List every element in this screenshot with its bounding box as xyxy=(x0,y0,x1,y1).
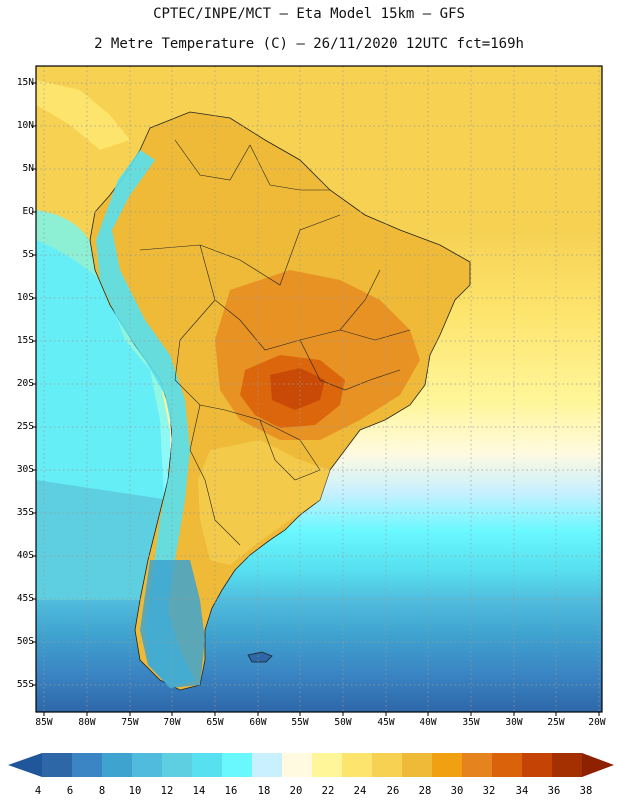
legend-label: 22 xyxy=(321,785,335,797)
lat-label: 45S xyxy=(16,593,34,604)
legend-swatch xyxy=(372,753,403,777)
legend-high-arrow xyxy=(582,753,614,777)
legend-swatches xyxy=(42,753,583,777)
lat-label: 5S xyxy=(22,249,34,260)
legend-label: 8 xyxy=(98,785,106,797)
legend-swatch xyxy=(342,753,373,777)
lat-label: 40S xyxy=(16,550,34,561)
lon-label: 60W xyxy=(249,717,267,728)
lat-label: EQ xyxy=(22,206,34,217)
lat-label: 30S xyxy=(16,464,34,475)
lat-label: 50S xyxy=(16,636,34,647)
map-title: CPTEC/INPE/MCT – Eta Model 15km – GFS xyxy=(153,6,465,22)
temperature-map xyxy=(32,65,603,716)
lon-label: 40W xyxy=(419,717,437,728)
legend-swatch xyxy=(432,753,463,777)
legend-label: 18 xyxy=(257,785,271,797)
lat-label: 10S xyxy=(16,292,34,303)
central-america-land xyxy=(36,80,130,150)
legend-low-arrow xyxy=(8,753,42,777)
lat-label: 5N xyxy=(22,163,34,174)
legend-swatch xyxy=(552,753,583,777)
lon-label: 75W xyxy=(121,717,139,728)
legend-swatch xyxy=(492,753,523,777)
axis-ticks xyxy=(32,82,600,716)
legend-swatch xyxy=(252,753,283,777)
falkland-islands xyxy=(247,651,273,663)
legend-swatch xyxy=(192,753,223,777)
legend-label: 26 xyxy=(386,785,400,797)
pacific-coastal-band xyxy=(36,210,170,500)
lon-label: 55W xyxy=(291,717,309,728)
lon-label: 85W xyxy=(35,717,53,728)
lon-label: 25W xyxy=(547,717,565,728)
legend-label: 12 xyxy=(160,785,174,797)
lon-label: 50W xyxy=(334,717,352,728)
legend-swatch xyxy=(42,753,73,777)
legend-swatch xyxy=(312,753,343,777)
legend-swatch xyxy=(162,753,193,777)
legend-swatch xyxy=(462,753,493,777)
legend-swatch xyxy=(402,753,433,777)
country-borders xyxy=(139,139,411,546)
legend-swatch xyxy=(282,753,313,777)
map-subtitle: 2 Metre Temperature (C) – 26/11/2020 12U… xyxy=(94,36,524,52)
lon-label: 30W xyxy=(505,717,523,728)
map-frame xyxy=(35,65,603,713)
lon-label: 45W xyxy=(377,717,395,728)
legend-swatch xyxy=(522,753,553,777)
legend-label: 28 xyxy=(418,785,432,797)
lat-label: 15N xyxy=(16,77,34,88)
lat-label: 35S xyxy=(16,507,34,518)
lat-label: 10N xyxy=(16,120,34,131)
legend-label: 16 xyxy=(224,785,238,797)
legend-label: 34 xyxy=(515,785,529,797)
legend-label: 10 xyxy=(128,785,142,797)
lat-label: 20S xyxy=(16,378,34,389)
legend-swatch xyxy=(72,753,103,777)
color-legend xyxy=(8,753,614,777)
patagonia-cool xyxy=(140,560,205,688)
legend-label: 30 xyxy=(450,785,464,797)
legend-label: 24 xyxy=(353,785,367,797)
lon-label: 35W xyxy=(462,717,480,728)
legend-swatch xyxy=(222,753,253,777)
legend-label: 6 xyxy=(66,785,74,797)
legend-label: 32 xyxy=(482,785,496,797)
legend-swatch xyxy=(132,753,163,777)
lon-label: 80W xyxy=(78,717,96,728)
legend-swatch xyxy=(102,753,133,777)
andes-cool-strip xyxy=(96,150,195,688)
lon-label: 20W xyxy=(588,717,606,728)
southern-cone-warm xyxy=(198,440,330,565)
lat-label: 15S xyxy=(16,335,34,346)
legend-label: 38 xyxy=(579,785,593,797)
hot-core-peak xyxy=(270,368,325,410)
lon-label: 70W xyxy=(163,717,181,728)
lat-label: 25S xyxy=(16,421,34,432)
legend-label: 20 xyxy=(289,785,303,797)
legend-label: 36 xyxy=(547,785,561,797)
legend-label: 4 xyxy=(34,785,42,797)
legend-label: 14 xyxy=(192,785,206,797)
lat-label: 55S xyxy=(16,679,34,690)
lon-label: 65W xyxy=(206,717,224,728)
